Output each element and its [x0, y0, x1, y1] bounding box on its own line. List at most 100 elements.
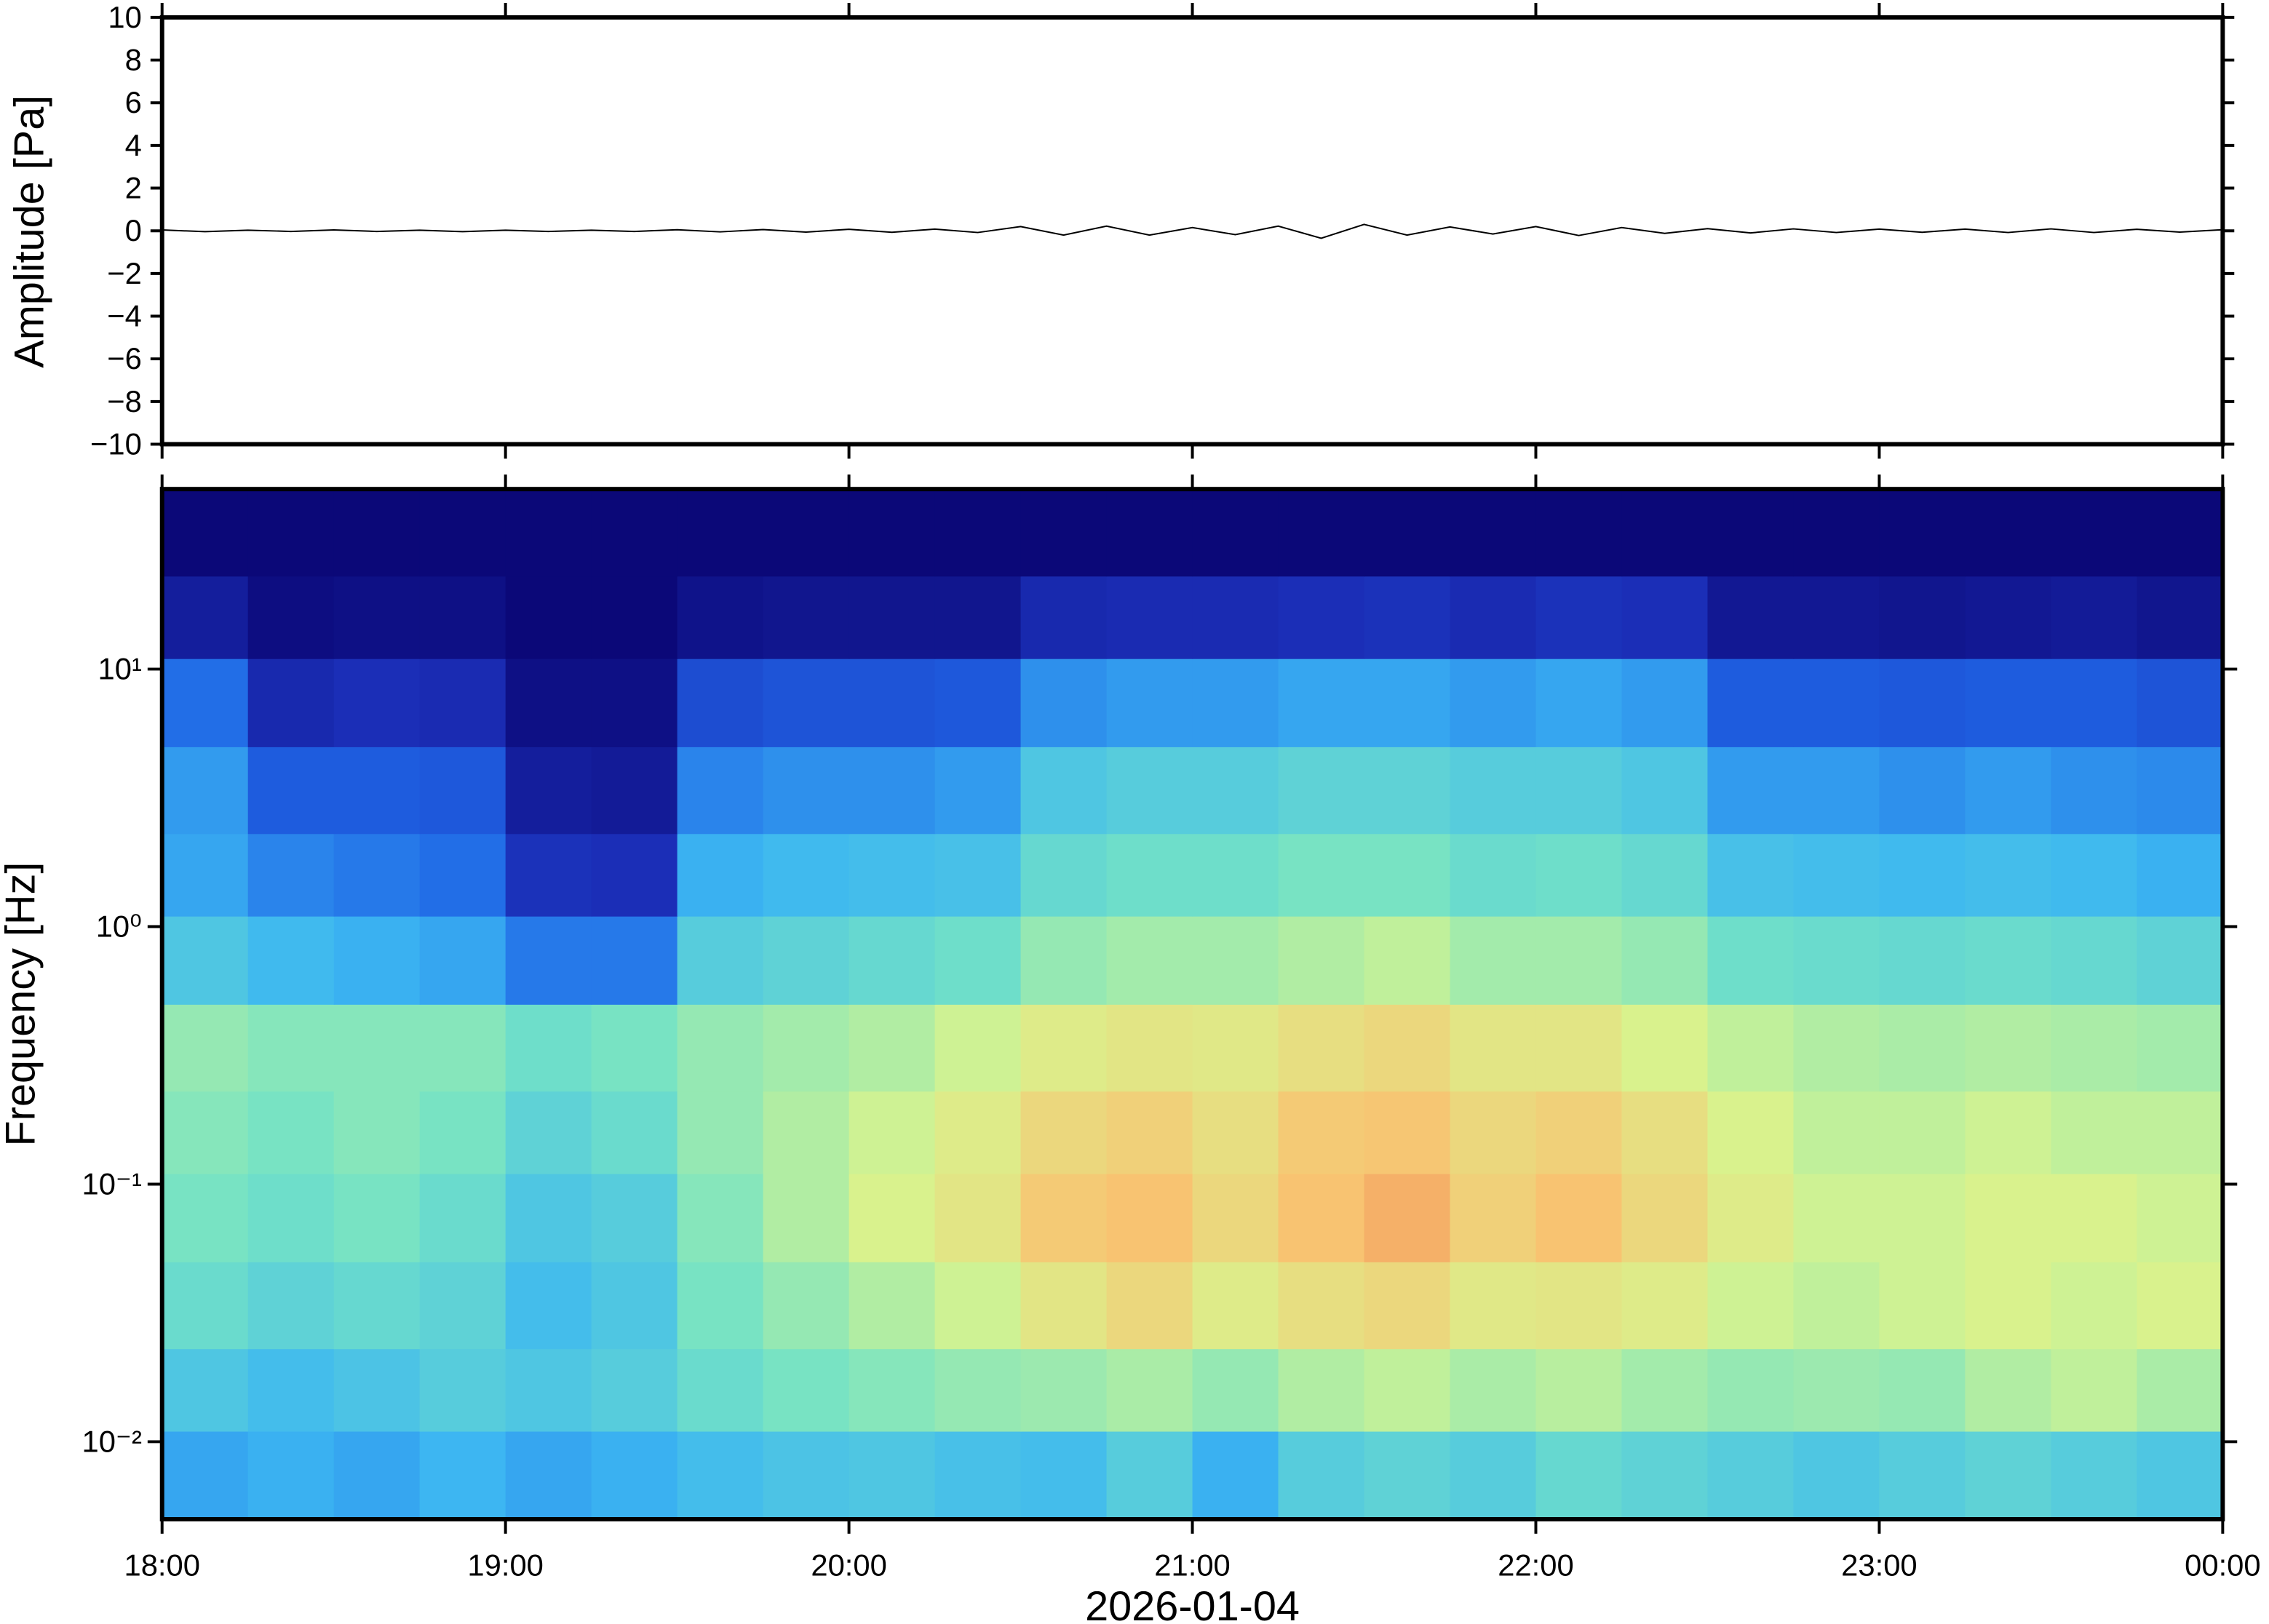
spectrogram-cell: [677, 1091, 764, 1174]
spectrogram-cell: [505, 1262, 592, 1350]
spectrogram-cell: [1879, 1262, 1966, 1350]
spectrogram-cell: [1278, 1004, 1365, 1092]
spectrogram-cell: [677, 1430, 764, 1520]
spectrogram-cell: [1879, 658, 1966, 747]
spectrogram-cell: [763, 1430, 850, 1520]
spectrogram-cell: [2051, 833, 2138, 917]
spectrogram-cell: [1879, 1430, 1966, 1520]
spectrogram-cell: [1793, 1173, 1880, 1262]
spectrogram-cell: [1707, 1091, 1795, 1174]
spectrogram-cell: [1965, 489, 2052, 577]
x-tick-label: 19:00: [467, 1548, 543, 1583]
spectrogram-cell: [934, 1091, 1022, 1174]
spectrogram-cell: [677, 1348, 764, 1432]
spectrogram-cell: [419, 833, 506, 917]
spectrogram-cell: [1450, 833, 1537, 917]
spectrogram-cell: [1793, 1004, 1880, 1092]
spectrogram-cell: [505, 1004, 592, 1092]
spectrogram-cell: [1278, 576, 1365, 659]
spectrogram-cell: [591, 1004, 678, 1092]
spectrogram-cell: [591, 833, 678, 917]
spectrogram-cell: [247, 1173, 335, 1262]
spectrogram-cell: [247, 747, 335, 835]
spectrogram-cell: [1450, 658, 1537, 747]
spectrogram-cell: [1965, 1348, 2052, 1432]
spectrogram-cell: [333, 1091, 421, 1174]
spectrogram-cell: [1535, 576, 1623, 659]
spectrogram-cell: [2051, 1091, 2138, 1174]
spectrogram-cell: [934, 1348, 1022, 1432]
spectrogram-cell: [1707, 1348, 1795, 1432]
spectrogram-cell: [1106, 833, 1193, 917]
spectrogram-cell: [1020, 1004, 1108, 1092]
spectrogram-cell: [591, 1262, 678, 1350]
spectrogram-cell: [505, 658, 592, 747]
spectrogram-cell: [1793, 576, 1880, 659]
spectrogram-cell: [419, 1348, 506, 1432]
spectrogram-cell: [1707, 1262, 1795, 1350]
spectrogram-cell: [1364, 1348, 1451, 1432]
spectrogram-cell: [1192, 1348, 1279, 1432]
spectrogram-cell: [591, 1091, 678, 1174]
spectrogram-cell: [1621, 1173, 1709, 1262]
spectrogram-cell: [162, 915, 249, 1005]
plot-frame: [159, 487, 2225, 1521]
spectrogram-cell: [2137, 489, 2224, 577]
spectrogram-cell: [162, 1262, 249, 1350]
spectrogram-cell: [505, 576, 592, 659]
spectrogram-cell: [934, 1430, 1022, 1520]
x-axis-label: 2026-01-04: [1085, 1583, 1300, 1624]
spectrogram-cell: [1106, 658, 1193, 747]
spectrogram-cell: [677, 576, 764, 659]
spectrogram-cell: [419, 1173, 506, 1262]
spectrogram-cell: [2137, 658, 2224, 747]
spectrogram-cell: [1965, 833, 2052, 917]
spectrogram-cell: [1450, 1262, 1537, 1350]
spectrogram-cell: [849, 576, 936, 659]
spectrogram-cell: [1965, 1262, 2052, 1350]
spectrogram-cell: [1278, 1430, 1365, 1520]
spectrogram-cell: [247, 489, 335, 577]
spectrogram-cell: [333, 1004, 421, 1092]
spectrogram-cell: [1621, 1430, 1709, 1520]
y-tick-label: 8: [125, 42, 142, 76]
spectrogram-cell: [1106, 1091, 1193, 1174]
spectrogram-cell: [934, 1173, 1022, 1262]
spectrogram-cell: [1879, 833, 1966, 917]
spectrogram-cell: [333, 915, 421, 1005]
y-tick-label: 10⁰: [96, 909, 142, 943]
spectrogram-cell: [162, 1091, 249, 1174]
spectrogram-cell: [763, 1173, 850, 1262]
y-axis-label: Amplitude [Pa]: [7, 95, 53, 368]
spectrogram-cell: [333, 1348, 421, 1432]
spectrogram-cell: [1535, 1091, 1623, 1174]
plot-frame: [159, 15, 2225, 447]
spectrogram-cell: [849, 1348, 936, 1432]
spectrogram-cell: [1535, 1004, 1623, 1092]
spectrogram-cell: [1707, 489, 1795, 577]
spectrogram-cell: [677, 489, 764, 577]
spectrogram-cell: [247, 1004, 335, 1092]
spectrogram-cell: [1793, 1262, 1880, 1350]
spectrogram-cell: [591, 1430, 678, 1520]
spectrogram-cell: [1020, 1173, 1108, 1262]
spectrogram: [162, 489, 2224, 1520]
spectrogram-cell: [333, 1262, 421, 1350]
spectrogram-cell: [934, 658, 1022, 747]
spectrogram-cell: [1020, 833, 1108, 917]
spectrogram-cell: [1621, 1091, 1709, 1174]
spectrogram-cell: [162, 833, 249, 917]
spectrogram-cell: [677, 1173, 764, 1262]
spectrogram-cell: [849, 489, 936, 577]
spectrogram-cell: [1793, 489, 1880, 577]
spectrogram-cell: [1707, 915, 1795, 1005]
spectrogram-cell: [2051, 489, 2138, 577]
spectrogram-cell: [2051, 1348, 2138, 1432]
spectrogram-cell: [1278, 1091, 1365, 1174]
spectrogram-cell: [849, 1004, 936, 1092]
spectrogram-cell: [247, 576, 335, 659]
spectrogram-cell: [1020, 1091, 1108, 1174]
spectrogram-cell: [1192, 1430, 1279, 1520]
spectrogram-cell: [1364, 1430, 1451, 1520]
spectrogram-cell: [247, 1348, 335, 1432]
